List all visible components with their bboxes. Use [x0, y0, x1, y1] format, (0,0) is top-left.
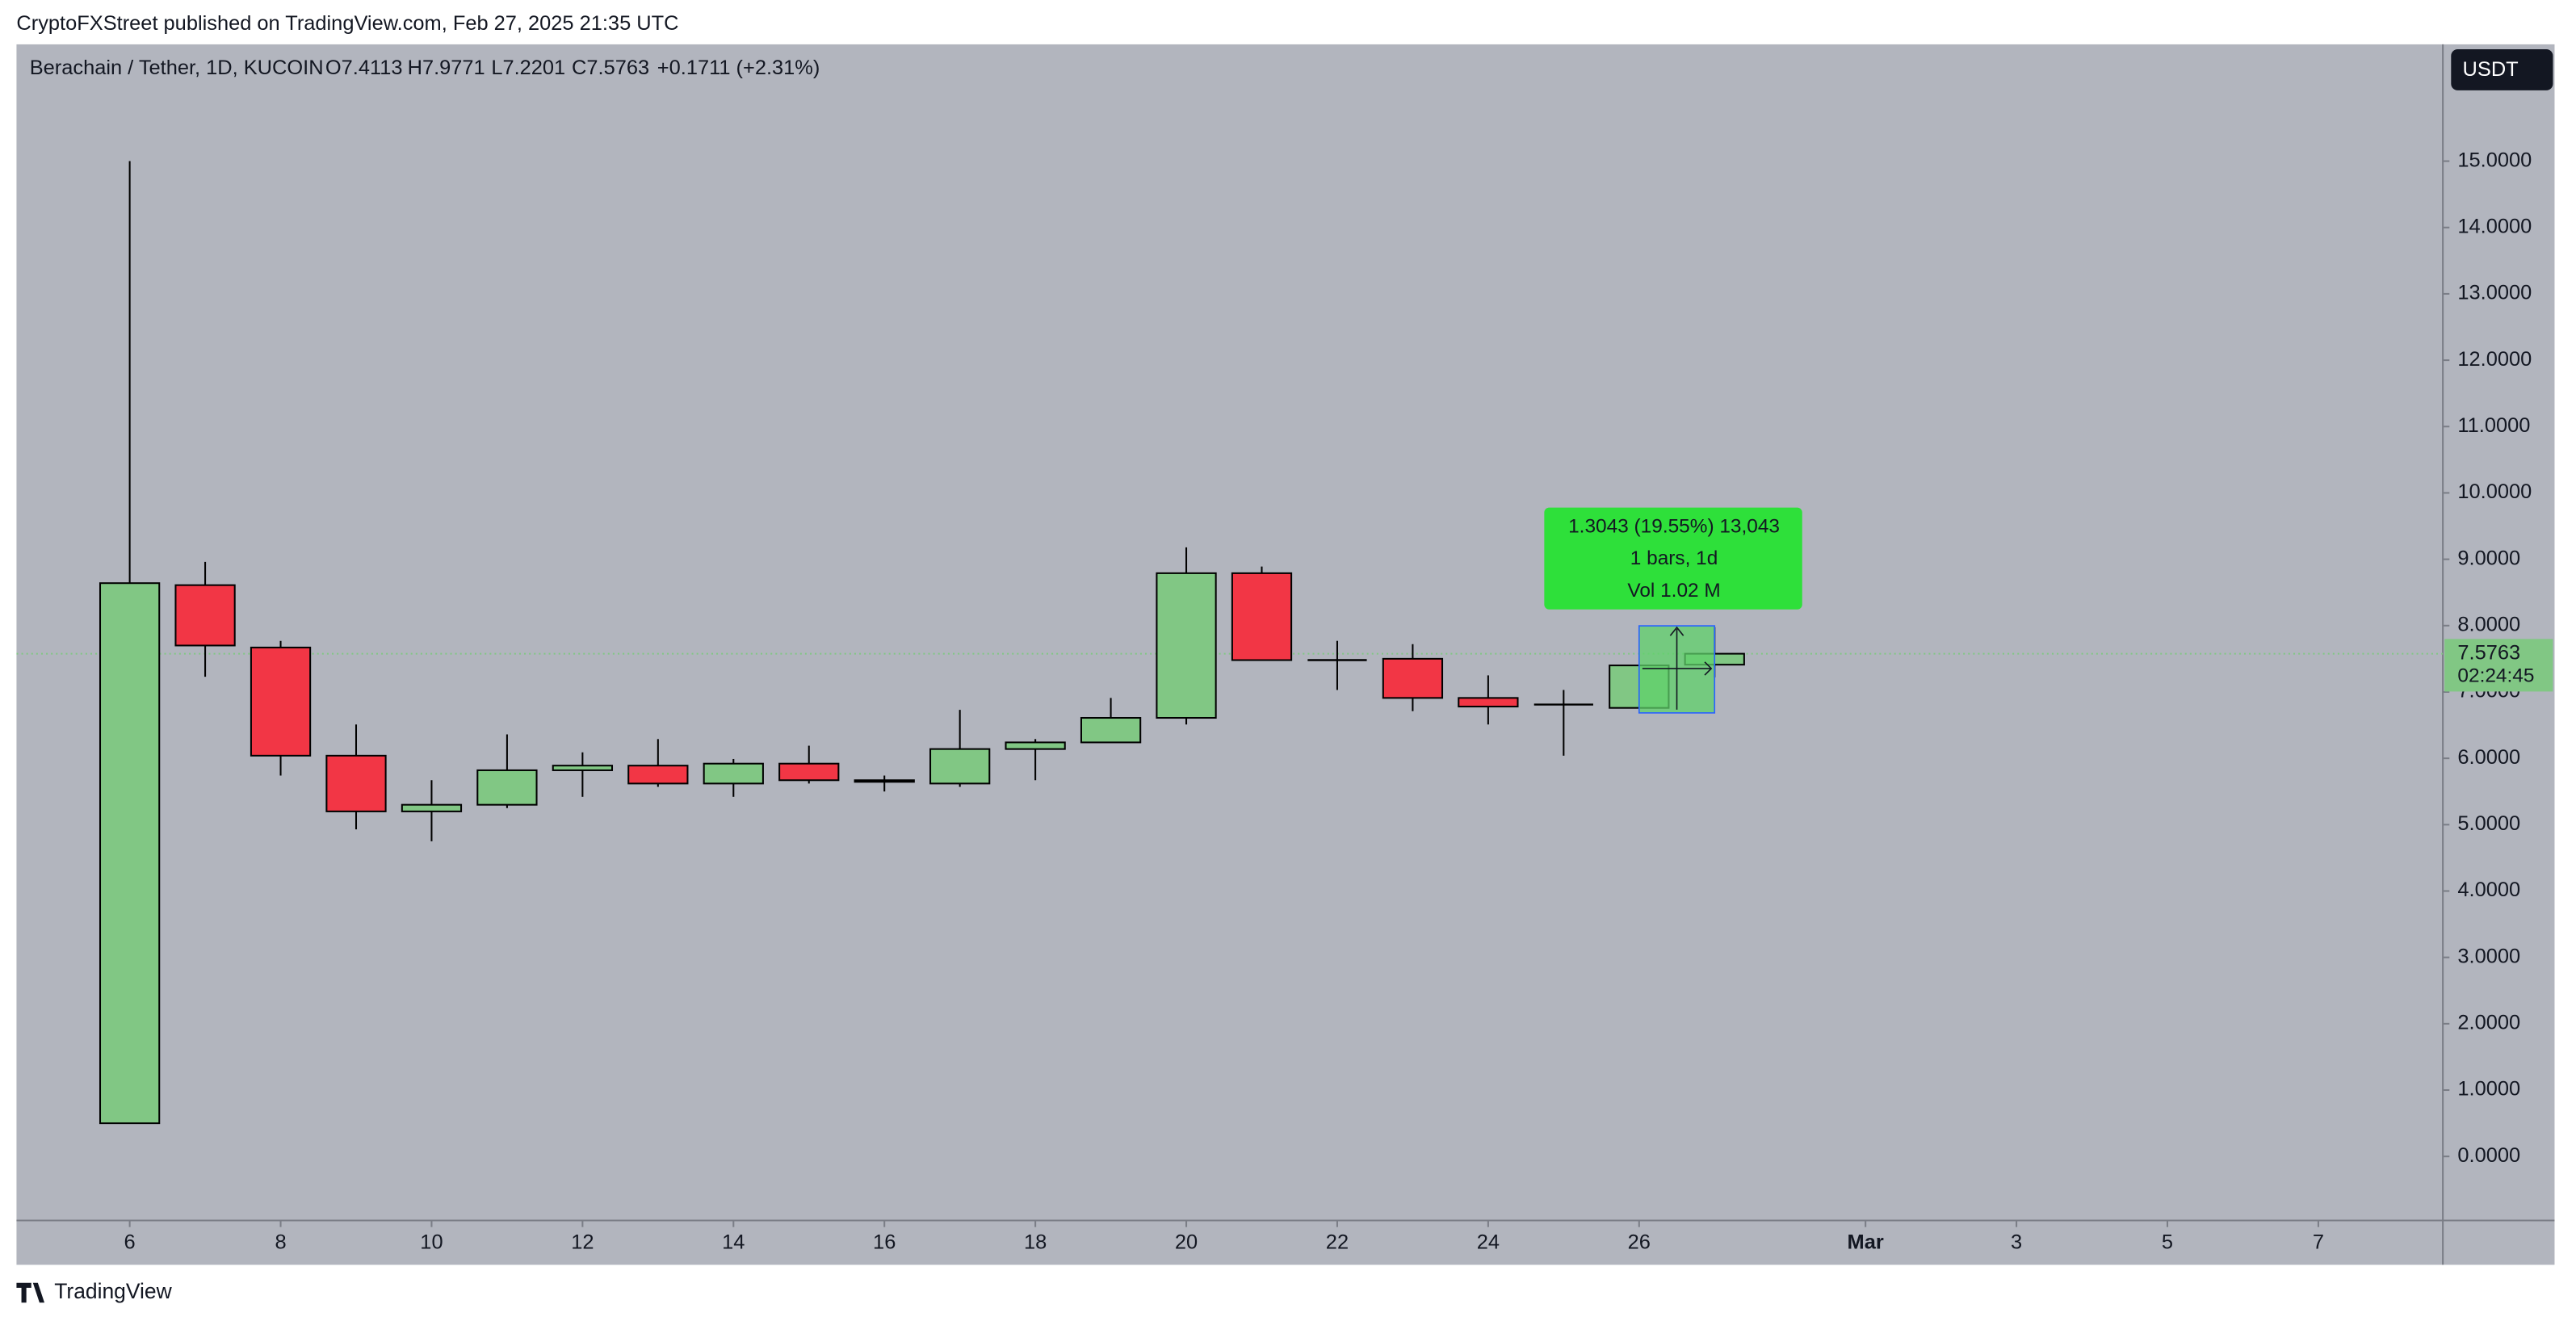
- legend-symbol: Berachain / Tether, 1D, KUCOIN: [30, 57, 324, 79]
- x-tick-label: 12: [571, 1231, 594, 1254]
- countdown: 02:24:45: [2457, 665, 2534, 687]
- legend-change: +0.1711 (+2.31%): [657, 57, 820, 79]
- y-tick-label: 8.0000: [2457, 614, 2520, 636]
- candle-body: [929, 748, 991, 785]
- candle-body: [778, 762, 840, 782]
- candle-body: [1080, 716, 1142, 744]
- candle-body: [1156, 572, 1217, 719]
- candle-body: [1382, 657, 1444, 699]
- x-tick-label: 16: [873, 1231, 896, 1254]
- y-tick-label: 6.0000: [2457, 746, 2520, 769]
- x-tick-label: 24: [1477, 1231, 1500, 1254]
- candle-body: [174, 584, 236, 647]
- x-tick-label: 22: [1326, 1231, 1349, 1254]
- y-tick-label: 1.0000: [2457, 1078, 2520, 1101]
- y-tick-label: 13.0000: [2457, 282, 2532, 304]
- legend-low: L7.2201: [491, 57, 565, 79]
- last-price-label: 7.5763: [2457, 641, 2520, 664]
- caption: CryptoFXStreet published on TradingView.…: [16, 12, 678, 35]
- footer-logo: [16, 1282, 45, 1303]
- measure-label: 1.3043 (19.55%) 13,043: [1568, 515, 1780, 537]
- x-tick-label: 6: [124, 1231, 136, 1254]
- currency-label[interactable]: USDT: [2463, 58, 2519, 81]
- x-tick-label: 3: [2011, 1231, 2022, 1254]
- y-tick-label: 11.0000: [2457, 414, 2530, 437]
- y-tick-label: 5.0000: [2457, 812, 2520, 835]
- candle-body: [1005, 741, 1066, 750]
- y-tick-label: 4.0000: [2457, 879, 2520, 901]
- measure-arrow: [1642, 626, 1713, 710]
- x-tick-label: 20: [1175, 1231, 1198, 1254]
- x-tick-label: 14: [722, 1231, 745, 1254]
- candle-body: [854, 779, 915, 783]
- y-tick-label: 3.0000: [2457, 945, 2520, 967]
- measure-label: Vol 1.02 M: [1627, 580, 1720, 602]
- legend-high: H7.9771: [408, 57, 485, 79]
- logo-mark: [16, 1282, 45, 1303]
- candle-body: [325, 754, 387, 812]
- legend: Berachain / Tether, 1D, KUCOIN O7.4113 H…: [30, 57, 820, 79]
- legend-close: C7.5763: [572, 57, 649, 79]
- y-tick-label: 9.0000: [2457, 547, 2520, 569]
- currency-badge[interactable]: [2451, 49, 2553, 90]
- x-tick-label: 26: [1628, 1231, 1651, 1254]
- x-tick-label: 18: [1024, 1231, 1047, 1254]
- x-tick-label: 10: [420, 1231, 443, 1254]
- candles: [99, 161, 1745, 1125]
- footer-brand: TradingView: [54, 1279, 172, 1303]
- candle-body: [250, 646, 312, 757]
- candle-body: [1231, 572, 1293, 661]
- candle-body: [703, 762, 764, 785]
- x-tick-label: 8: [275, 1231, 286, 1254]
- candle-body: [99, 582, 161, 1125]
- candle-body: [401, 803, 463, 812]
- y-tick-label: 10.0000: [2457, 480, 2532, 503]
- legend-open: O7.4113: [325, 57, 403, 79]
- y-tick-label: 2.0000: [2457, 1012, 2520, 1034]
- candle-body: [1458, 697, 1519, 708]
- x-tick-label: Mar: [1848, 1231, 1884, 1254]
- y-tick-label: 15.0000: [2457, 149, 2532, 171]
- y-tick-label: 14.0000: [2457, 215, 2532, 237]
- last-price-badge: [2444, 639, 2553, 692]
- y-tick-label: 0.0000: [2457, 1144, 2520, 1167]
- measure-label: 1 bars, 1d: [1630, 547, 1718, 569]
- x-tick-label: 7: [2313, 1231, 2324, 1254]
- y-tick-label: 12.0000: [2457, 348, 2532, 371]
- candle-body: [476, 769, 538, 806]
- candle-body: [552, 765, 614, 771]
- measure-label-box: [1544, 507, 1802, 610]
- candle-body: [627, 765, 689, 785]
- x-tick-label: 5: [2162, 1231, 2173, 1254]
